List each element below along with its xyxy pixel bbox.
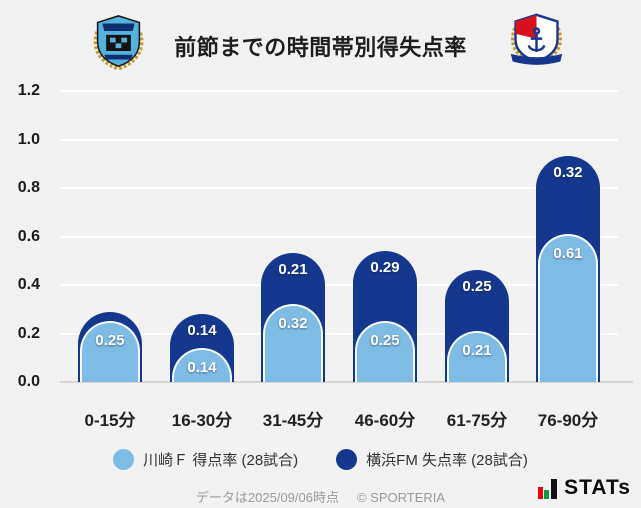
y-tick-label: 0.4 xyxy=(17,276,40,293)
value-label-scored-76-90分: 0.61 xyxy=(553,245,583,263)
value-label-scored-61-75分: 0.21 xyxy=(462,342,492,360)
y-tick-label: 0.6 xyxy=(17,227,40,245)
gridline xyxy=(60,284,618,286)
value-label-scored-16-30分: 0.14 xyxy=(187,359,217,377)
y-tick-label: 0.0 xyxy=(17,373,40,390)
footer-note: データは2025/09/06時点 © SPORTERIA xyxy=(0,487,641,506)
legend-label: 横浜FM 失点率 (28試合) xyxy=(366,452,528,469)
legend-item-yokohama-conceding: 横浜FM 失点率 (28試合) xyxy=(336,449,528,470)
value-label-conceded-31-45分: 0.21 xyxy=(278,261,308,279)
legend-dot-light-blue xyxy=(113,449,135,470)
gridline xyxy=(60,332,618,335)
legend-item-kawasaki-scoring: 川崎Ｆ 得点率 (28試合) xyxy=(113,449,298,470)
gridline xyxy=(60,90,618,92)
gridline xyxy=(60,138,618,141)
x-tick-label-61-75分: 61-75分 xyxy=(446,411,508,430)
legend-dot-dark-blue xyxy=(336,449,358,470)
stats-brand: STATs xyxy=(538,477,631,499)
x-tick-label-16-30分: 16-30分 xyxy=(171,411,233,430)
x-tick-label-46-60分: 46-60分 xyxy=(354,411,416,430)
value-label-conceded-16-30分: 0.14 xyxy=(187,322,217,340)
x-tick-label-0-15分: 0-15分 xyxy=(84,411,136,430)
value-label-conceded-46-60分: 0.29 xyxy=(370,259,400,277)
y-tick-label: 0.2 xyxy=(17,324,40,342)
bar-scored-76-90分 xyxy=(538,234,598,382)
stats-bars-icon xyxy=(538,479,558,499)
value-label-scored-31-45分: 0.32 xyxy=(278,315,308,333)
value-label-conceded-76-90分: 0.32 xyxy=(553,164,583,182)
kawasaki-frontale-logo xyxy=(93,15,144,70)
y-tick-label: 1.2 xyxy=(17,82,40,99)
y-tick-label: 0.8 xyxy=(17,179,40,196)
gridline xyxy=(60,187,618,189)
data-as-of-text: データは2025/09/06時点 xyxy=(195,490,339,505)
value-label-scored-0-15分: 0.25 xyxy=(95,332,125,350)
gridline xyxy=(60,235,618,238)
copyright-text: © SPORTERIA xyxy=(356,490,446,505)
bar-scored-61-75分 xyxy=(447,331,507,382)
bar-scored-46-60分 xyxy=(355,321,415,382)
stats-brand-text: STATs xyxy=(564,476,631,499)
yokohama-fm-logo xyxy=(510,13,563,65)
bar-scored-0-15分 xyxy=(80,321,140,382)
value-label-scored-46-60分: 0.25 xyxy=(370,332,400,350)
legend-label: 川崎Ｆ 得点率 (28試合) xyxy=(143,452,299,469)
x-tick-label-31-45分: 31-45分 xyxy=(262,411,324,430)
x-tick-label-76-90分: 76-90分 xyxy=(537,411,599,430)
value-label-conceded-61-75分: 0.25 xyxy=(462,278,492,296)
y-tick-label: 1.0 xyxy=(17,130,40,148)
legend: 川崎Ｆ 得点率 (28試合) 横浜FM 失点率 (28試合) xyxy=(0,449,641,470)
bar-scored-31-45分 xyxy=(263,304,323,382)
x-axis-baseline xyxy=(60,381,633,383)
page-title: 前節までの時間帯別得失点率 xyxy=(174,35,467,60)
